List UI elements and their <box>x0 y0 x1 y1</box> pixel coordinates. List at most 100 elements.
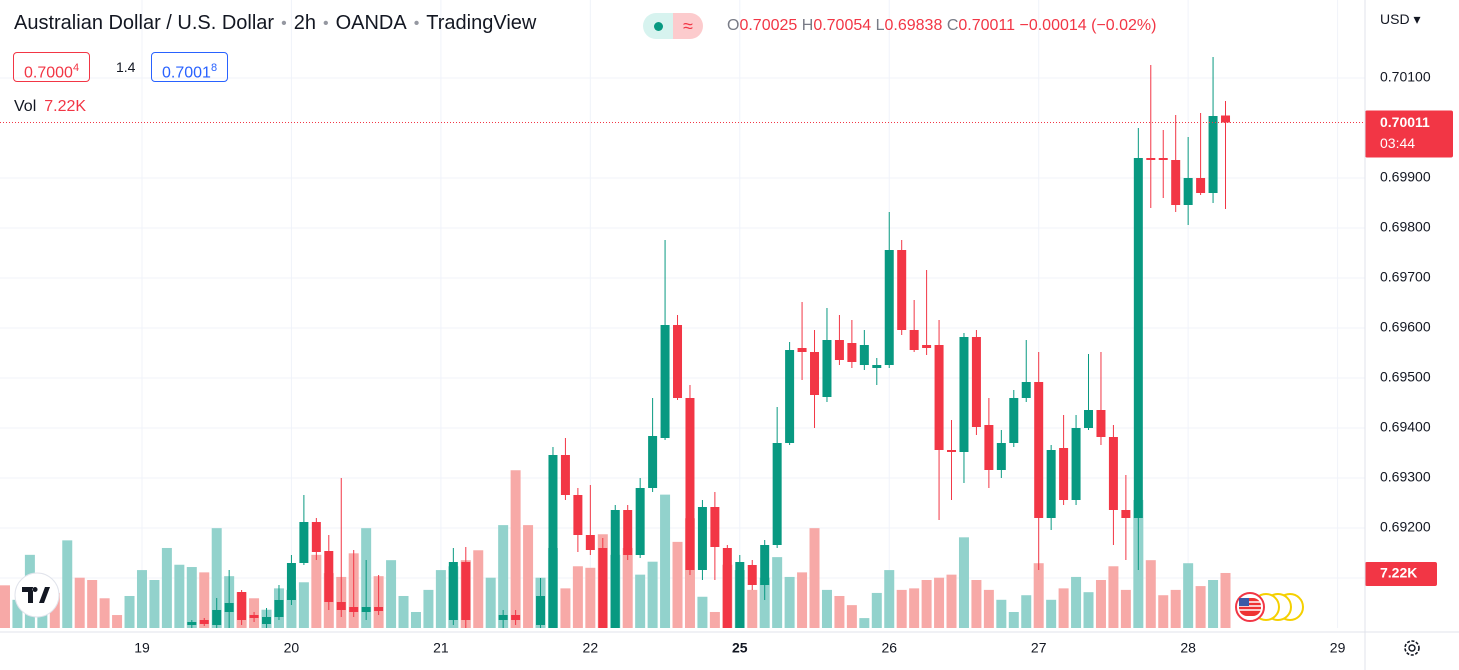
currency[interactable]: USD ▾ <box>1380 11 1421 27</box>
candle-body <box>1108 437 1118 510</box>
volume-bar <box>199 572 210 628</box>
candle-body <box>847 343 857 362</box>
volume-bar <box>174 564 185 628</box>
candle-body <box>610 510 620 628</box>
candle-body <box>1133 158 1143 518</box>
y-tick-label: 0.70100 <box>1380 69 1431 85</box>
y-tick-label: 0.69600 <box>1380 319 1431 335</box>
volume-bar <box>473 550 484 628</box>
volume-bar <box>946 574 957 628</box>
volume-bar <box>1158 595 1169 628</box>
volume-bar <box>1021 595 1032 628</box>
volume-bar <box>560 588 571 628</box>
last-price-label: 0.70011 <box>1380 114 1430 130</box>
candle-body <box>1021 382 1031 398</box>
volume-bar <box>859 618 870 628</box>
volume-bar <box>410 611 421 628</box>
settings[interactable] <box>1404 640 1420 656</box>
volume-bar <box>572 566 583 628</box>
candle-body <box>623 510 633 555</box>
volume-bar <box>821 589 832 628</box>
candle-body <box>336 602 346 610</box>
candle-body <box>673 325 683 398</box>
candle-body <box>996 443 1006 470</box>
volume-bar <box>622 547 633 628</box>
y-tick-label: 0.69300 <box>1380 469 1431 485</box>
countdown: 03:44 <box>1380 135 1415 151</box>
last-price-box <box>1365 110 1453 158</box>
candle-body <box>971 337 981 427</box>
candle-body <box>224 603 234 612</box>
volume-bar <box>1046 599 1057 628</box>
candle-body <box>959 337 969 452</box>
volume-bar <box>1108 566 1119 628</box>
candle-body <box>1171 160 1181 205</box>
candle-body <box>635 488 645 555</box>
candle-body <box>1158 158 1168 160</box>
volume-bar <box>386 560 397 628</box>
volume-bar <box>635 574 646 628</box>
volume-bar <box>672 541 683 628</box>
sell-pip: 4 <box>72 62 80 74</box>
volume-bar <box>747 589 758 628</box>
volume-bar <box>423 589 434 628</box>
x-tick-label: 27 <box>1031 640 1047 656</box>
candle-body <box>548 455 558 628</box>
volume-bar <box>797 572 808 628</box>
market-status[interactable]: ≈ <box>643 13 703 39</box>
candle-body <box>374 607 384 611</box>
volume-bar <box>809 528 820 628</box>
events[interactable] <box>1235 592 1304 622</box>
volume-bar <box>87 579 98 628</box>
x-tick-label: 26 <box>881 640 897 656</box>
x-tick-label: 28 <box>1180 640 1196 656</box>
exchange: OANDA <box>335 12 407 34</box>
x-tick-label: 21 <box>433 640 449 656</box>
volume-bar <box>834 595 845 628</box>
change: −0.00014 (−0.02%) <box>1019 17 1157 34</box>
volume-value: 7.22K <box>44 98 87 115</box>
volume-bar <box>12 599 23 628</box>
y-tick-label: 0.69700 <box>1380 269 1431 285</box>
volume-bar <box>124 595 135 628</box>
candle-body <box>1009 398 1019 443</box>
ohlc-key: L <box>875 17 885 34</box>
volume-bar <box>759 577 770 628</box>
candle-body <box>324 551 334 602</box>
candle-body <box>461 562 471 620</box>
logo <box>14 572 60 618</box>
candle-body <box>448 562 458 620</box>
volume-bar <box>311 554 322 628</box>
volume-bar <box>1120 589 1131 628</box>
volume-bar <box>647 561 658 628</box>
candle-body <box>274 600 284 617</box>
ohlc-value: 0.70011 <box>958 17 1016 34</box>
y-tick-label: 0.69500 <box>1380 369 1431 385</box>
candle-body <box>262 617 272 624</box>
candle-body <box>984 425 994 470</box>
volume-bar <box>772 557 783 628</box>
volume-bar <box>112 615 123 628</box>
ohlc-value: 0.69838 <box>884 17 943 34</box>
volume-bar <box>971 579 982 628</box>
y-tick-label: 0.69800 <box>1380 219 1431 235</box>
buy-button[interactable]: 0.70018 <box>151 52 229 82</box>
candle-body <box>822 340 832 397</box>
candle-body <box>760 545 770 585</box>
volume-bar <box>983 589 994 628</box>
candle-body <box>834 340 844 360</box>
volume-bar <box>934 577 945 628</box>
candle-body <box>585 535 595 550</box>
candle-body <box>311 522 321 552</box>
interval: 2h <box>293 12 316 34</box>
ohlc-key: H <box>801 17 814 34</box>
sell-button[interactable]: 0.70004 <box>13 52 91 82</box>
volume-bar <box>485 577 496 628</box>
volume-bar <box>846 605 857 628</box>
symbol-header: Australian Dollar / U.S. Dollar • 2h • OAN… <box>14 12 537 34</box>
buy-pip: 8 <box>210 62 218 74</box>
candle-body <box>1221 115 1231 123</box>
volume-bar <box>585 567 596 628</box>
candle-body <box>722 548 732 628</box>
candle-body <box>922 345 932 348</box>
